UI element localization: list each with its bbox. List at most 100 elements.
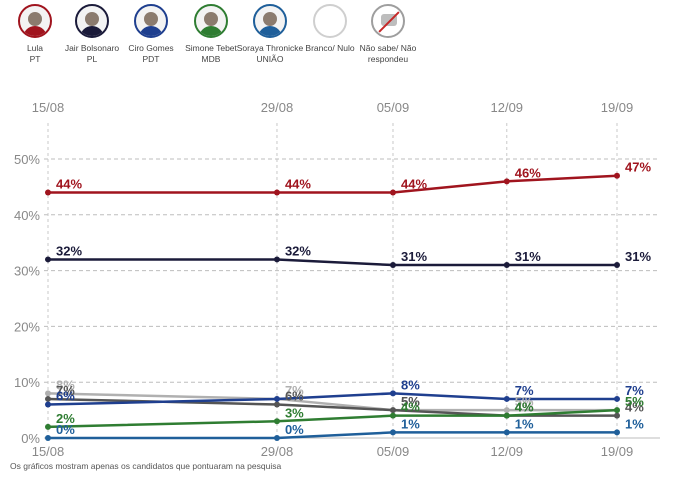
data-label: 5% <box>625 394 644 409</box>
x-axis-bottom: 15/08 29/08 05/09 12/09 19/09 <box>32 444 634 459</box>
data-point <box>389 390 396 397</box>
data-label: 44% <box>56 176 82 191</box>
y-tick-label: 20% <box>14 319 40 334</box>
data-label: 5% <box>625 394 644 409</box>
data-label: 3% <box>285 405 304 420</box>
legend-label: Simone Tebet MDB <box>185 43 237 64</box>
y-tick-label: 40% <box>14 208 40 223</box>
data-label: 1% <box>401 416 420 431</box>
empty-circle <box>313 4 347 38</box>
data-label: 31% <box>515 249 541 264</box>
legend-item-4: Soraya Thronicke UNIÃO <box>234 4 306 64</box>
legend-label: Soraya Thronicke UNIÃO <box>236 43 304 64</box>
data-label: 5% <box>515 394 534 409</box>
avatar-simone <box>194 4 228 38</box>
data-label: 5% <box>401 394 420 409</box>
data-point <box>614 172 620 179</box>
data-label: 31% <box>625 249 651 264</box>
data-label: 32% <box>56 243 82 258</box>
data-label: 47% <box>625 160 651 175</box>
data-point <box>389 262 396 269</box>
x-tick-label-bottom: 29/08 <box>261 444 294 459</box>
data-label: 7% <box>56 383 75 398</box>
data-point <box>389 429 396 436</box>
data-label: 4% <box>401 400 420 415</box>
data-point <box>389 189 396 196</box>
data-label: 1% <box>515 416 534 431</box>
series-lines <box>45 172 620 441</box>
data-point <box>273 401 280 408</box>
avatar-ciro <box>134 4 168 38</box>
legend-label: Ciro Gomes PDT <box>128 43 174 64</box>
avatar-bolsonaro <box>75 4 109 38</box>
data-point <box>45 401 51 408</box>
data-point <box>389 412 396 419</box>
data-point <box>389 407 396 414</box>
avatar-lula <box>18 4 52 38</box>
data-point <box>45 256 51 263</box>
data-label: 7% <box>515 383 534 398</box>
legend: Lula PT Jair Bolsonaro PL Ciro Gomes PDT Si… <box>0 4 699 84</box>
data-point <box>614 395 620 402</box>
legend-item-6: Não sabe/ Não respondeu <box>352 4 424 64</box>
y-tick-label: 10% <box>14 375 40 390</box>
grid <box>44 123 660 439</box>
data-point <box>45 423 51 430</box>
data-point <box>273 189 280 196</box>
x-tick-label-bottom: 19/09 <box>601 444 634 459</box>
data-point <box>45 435 51 441</box>
x-tick-label-top: 29/08 <box>261 100 294 115</box>
y-axis: 0% 10% 20% 30% 40% 50% <box>14 152 40 446</box>
data-label: 0% <box>285 422 304 437</box>
data-label: 44% <box>285 176 311 191</box>
data-label: 2% <box>56 411 75 426</box>
data-point <box>503 412 510 419</box>
data-point <box>273 435 280 441</box>
data-point <box>503 429 510 436</box>
legend-label: Lula PT <box>26 43 44 64</box>
data-label: 7% <box>285 383 304 398</box>
y-tick-label: 50% <box>14 152 40 167</box>
data-point <box>273 418 280 425</box>
x-tick-label-top: 12/09 <box>491 100 524 115</box>
data-label: 8% <box>56 377 75 392</box>
data-label: 4% <box>515 400 534 415</box>
data-point <box>45 390 51 397</box>
legend-label: Jair Bolsonaro PL <box>64 43 120 64</box>
legend-item-1: Jair Bolsonaro PL <box>56 4 128 64</box>
x-tick-label-top: 19/09 <box>601 100 634 115</box>
data-point <box>45 395 51 402</box>
data-label: 4% <box>515 400 534 415</box>
data-label: 1% <box>625 416 644 431</box>
x-tick-label-bottom: 12/09 <box>491 444 524 459</box>
series-line-3 <box>48 431 617 440</box>
data-label: 44% <box>401 176 427 191</box>
data-point <box>614 412 620 419</box>
data-point <box>273 256 280 263</box>
legend-item-2: Ciro Gomes PDT <box>115 4 187 64</box>
data-label: 6% <box>56 389 75 404</box>
data-label: 46% <box>515 165 541 180</box>
data-point <box>273 395 280 402</box>
data-labels: 8% 7%5% 5% 5%7% 6% 5% 4% 4%2% 3% 4% 4% 5%0% 0% 1% 1% 1%… <box>56 160 651 437</box>
data-point <box>614 407 620 414</box>
x-tick-label-bottom: 15/08 <box>32 444 65 459</box>
data-label: 7% <box>625 383 644 398</box>
legend-item-5: Branco/ Nulo <box>294 4 366 54</box>
data-point <box>503 178 510 185</box>
data-point <box>45 189 51 196</box>
data-label: 6% <box>285 389 304 404</box>
data-point <box>614 429 620 436</box>
legend-label: Não sabe/ Não respondeu <box>359 43 417 64</box>
x-tick-label-top: 05/09 <box>377 100 410 115</box>
legend-label: Branco/ Nulo <box>305 43 355 53</box>
legend-item-0: Lula PT <box>0 4 71 64</box>
data-point <box>614 262 620 269</box>
data-label: 0% <box>56 422 75 437</box>
data-point <box>503 262 510 269</box>
data-label: 4% <box>625 400 644 415</box>
footnote: Os gráficos mostram apenas os candidatos… <box>10 461 282 471</box>
data-label: 32% <box>285 243 311 258</box>
x-axis-top: 15/08 29/08 05/09 12/09 19/09 <box>32 100 634 115</box>
